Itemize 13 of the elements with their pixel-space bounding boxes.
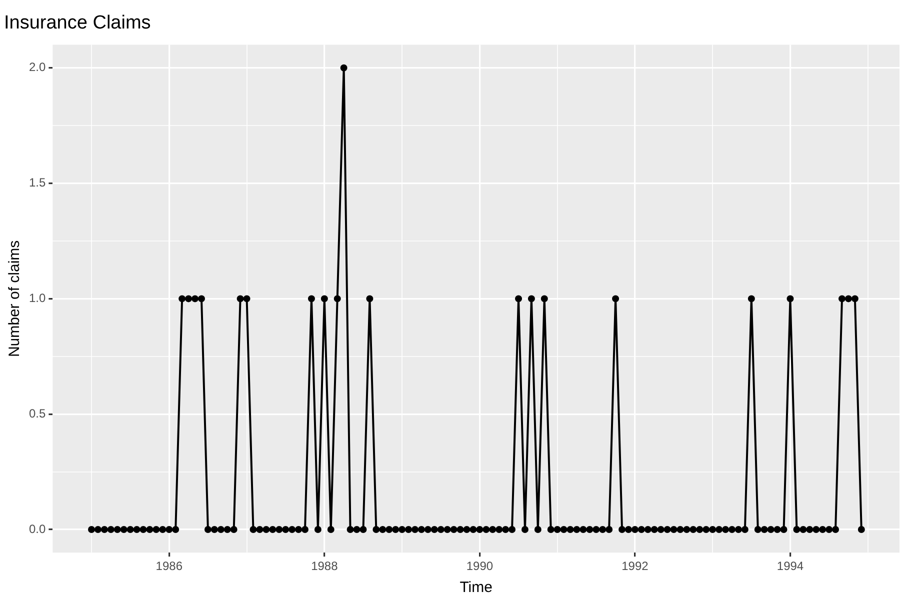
y-axis-title: Number of claims [6,240,24,358]
x-tick-label: 1988 [311,559,338,574]
x-axis-title: Time [460,579,492,596]
x-tick-label: 1994 [776,559,804,574]
x-tick-label: 1986 [156,559,183,574]
y-tick-label: 0.5 [28,406,46,420]
y-tick-label: 1.0 [28,291,46,306]
x-tick-label: 1992 [622,559,649,574]
y-tick-label: 2.0 [28,60,46,74]
chart-title: Insurance Claims [4,12,151,34]
x-tick-label: 1990 [466,559,494,574]
y-tick-label: 0.0 [28,522,46,536]
y-tick-label: 1.5 [28,176,46,190]
